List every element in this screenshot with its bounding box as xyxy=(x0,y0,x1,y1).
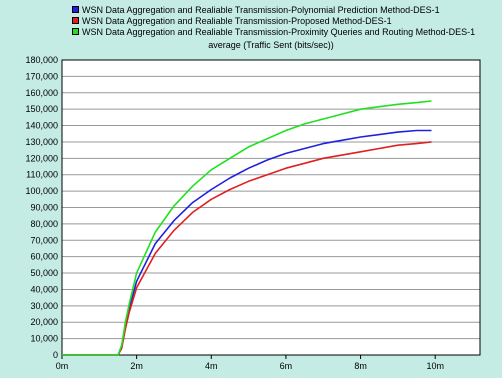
y-tick-label: 90,000 xyxy=(30,203,58,213)
y-tick-label: 170,000 xyxy=(25,71,58,81)
y-tick-label: 0 xyxy=(53,350,58,360)
chart-subtitle: average (Traffic Sent (bits/sec)) xyxy=(208,40,334,50)
x-tick-label: 0m xyxy=(56,361,69,371)
legend-swatch-blue xyxy=(72,6,79,13)
legend-item: WSN Data Aggregation and Realiable Trans… xyxy=(72,15,475,26)
y-tick-label: 50,000 xyxy=(30,268,58,278)
y-tick-label: 130,000 xyxy=(25,137,58,147)
x-tick-label: 8m xyxy=(354,361,367,371)
y-tick-label: 20,000 xyxy=(30,317,58,327)
x-tick-label: 6m xyxy=(280,361,293,371)
legend-swatch-green xyxy=(72,28,79,35)
y-tick-label: 70,000 xyxy=(30,235,58,245)
y-tick-label: 160,000 xyxy=(25,88,58,98)
legend: WSN Data Aggregation and Realiable Trans… xyxy=(72,4,475,37)
y-tick-label: 100,000 xyxy=(25,186,58,196)
y-tick-label: 30,000 xyxy=(30,301,58,311)
legend-label: WSN Data Aggregation and Realiable Trans… xyxy=(82,26,476,37)
y-tick-label: 80,000 xyxy=(30,219,58,229)
series-line-1 xyxy=(62,141,432,356)
y-tick-label: 10,000 xyxy=(30,334,58,344)
legend-label: WSN Data Aggregation and Realiable Trans… xyxy=(82,15,392,26)
y-tick-label: 150,000 xyxy=(25,104,58,114)
legend-item: WSN Data Aggregation and Realiable Trans… xyxy=(72,4,475,15)
y-tick-label: 140,000 xyxy=(25,121,58,131)
x-tick-label: 4m xyxy=(205,361,218,371)
x-tick-label: 2m xyxy=(130,361,143,371)
y-tick-label: 120,000 xyxy=(25,153,58,163)
y-tick-label: 180,000 xyxy=(25,55,58,65)
y-tick-label: 60,000 xyxy=(30,252,58,262)
y-tick-label: 110,000 xyxy=(26,170,58,180)
legend-label: WSN Data Aggregation and Realiable Trans… xyxy=(82,4,440,15)
x-tick-label: 10m xyxy=(426,361,444,371)
legend-item: WSN Data Aggregation and Realiable Trans… xyxy=(72,26,475,37)
legend-swatch-red xyxy=(72,17,79,24)
y-tick-label: 40,000 xyxy=(30,284,58,294)
plot-border xyxy=(61,59,481,356)
series-line-2 xyxy=(62,100,432,356)
